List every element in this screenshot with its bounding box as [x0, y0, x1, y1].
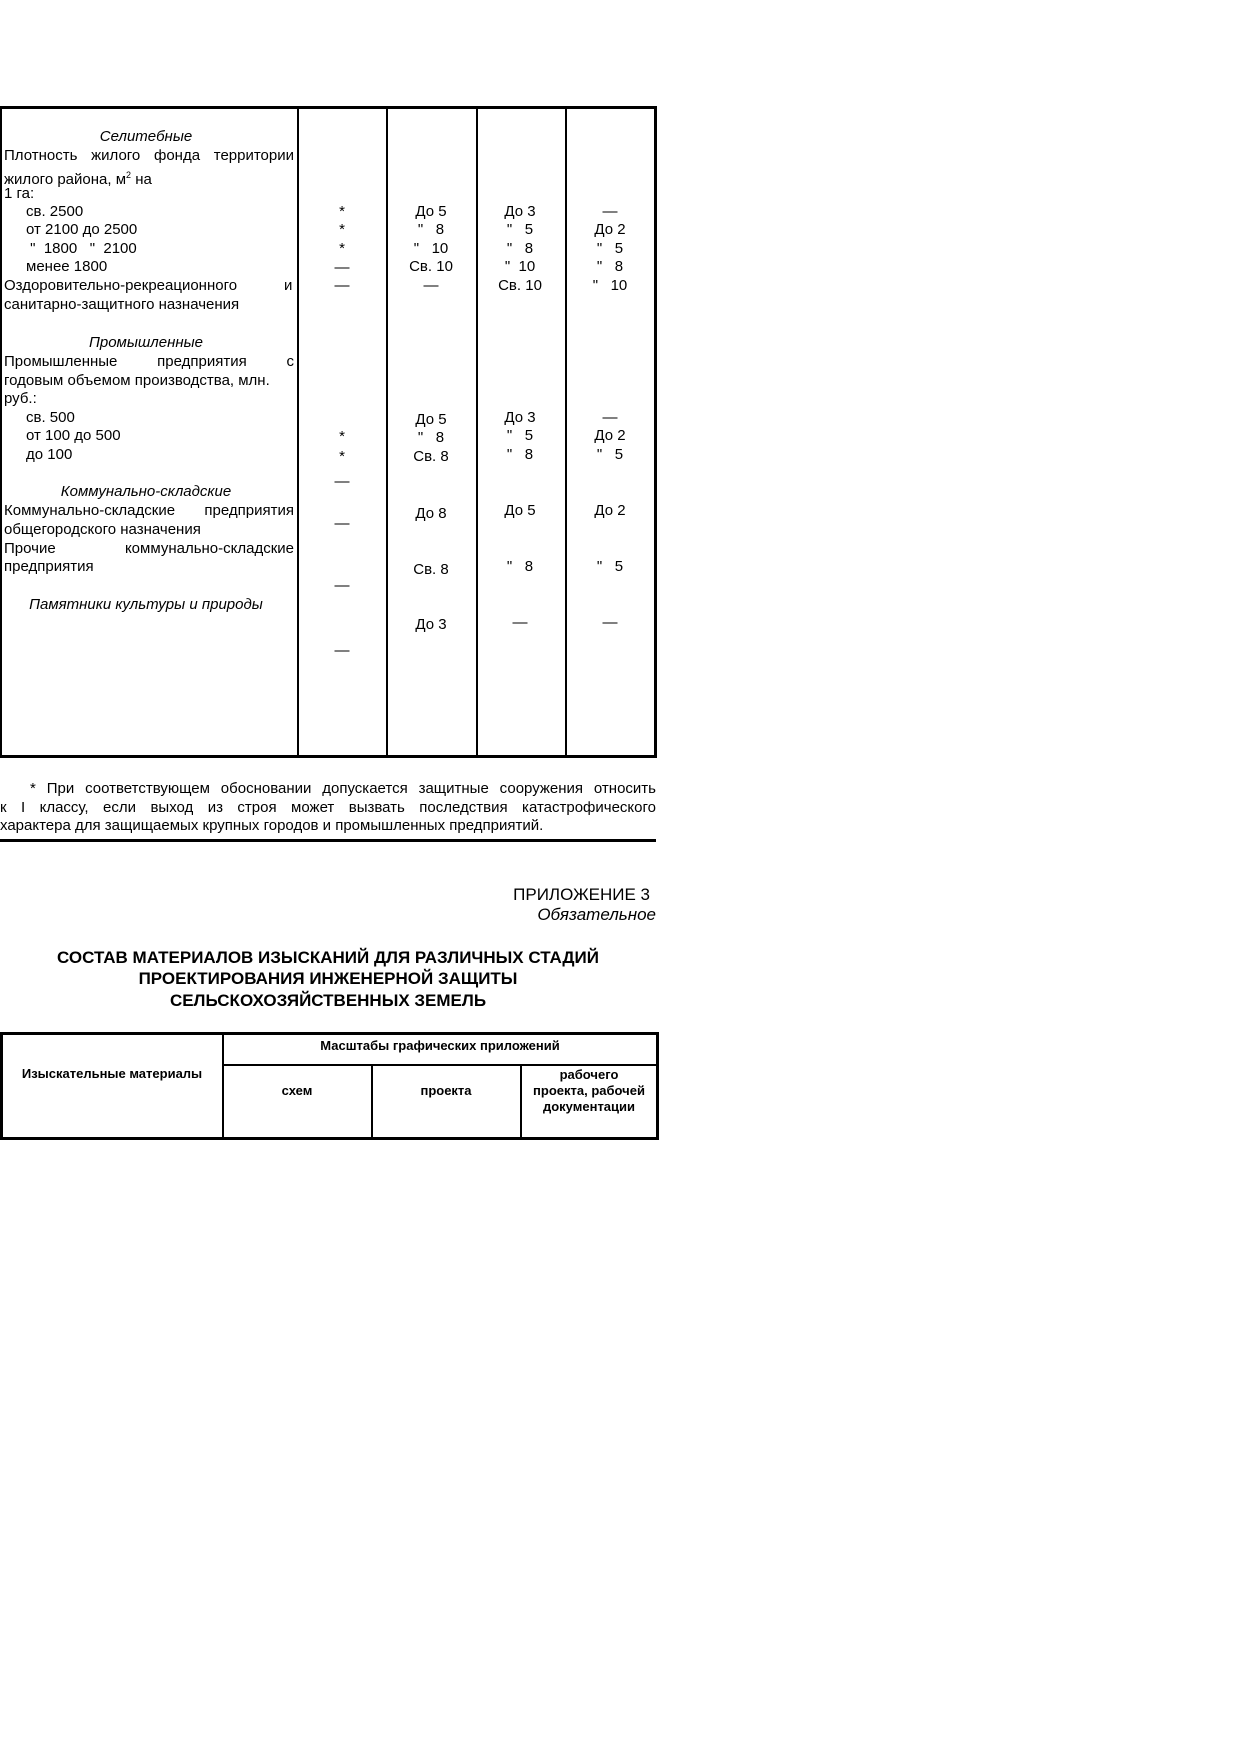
cell: Св. 10 [409, 258, 453, 275]
header-working-line2: проекта, рабочей [533, 1083, 645, 1098]
cell: " 5 [596, 558, 624, 575]
industrial-row: св. 500 [26, 409, 75, 426]
density-row: " 1800 " 2100 [26, 240, 137, 257]
section-residential: Селитебные [99, 128, 193, 145]
communal-label-line2: общегородского назначения [4, 521, 201, 538]
cell: — [334, 577, 350, 594]
section-industrial: Промышленные [88, 334, 204, 351]
cell: Св. 8 [413, 448, 449, 465]
cell: " 8 [506, 240, 534, 257]
header-working-line3: документации [542, 1099, 636, 1114]
divider [0, 839, 656, 842]
cell: Св. 8 [413, 561, 449, 578]
cell: * [339, 448, 345, 465]
recreation-label-line2: санитарно-защитного назначения [4, 296, 240, 313]
appendix-label: ПРИЛОЖЕНИЕ 3 [513, 885, 650, 904]
industrial-label-line3: руб.: [4, 390, 37, 407]
cell: " 5 [596, 446, 624, 463]
cell: — [334, 473, 350, 490]
industrial-label-line2: годовым объемом производства, млн. [4, 372, 270, 389]
appendix-title-line3: СЕЛЬСКОХОЗЯЙСТВЕННЫХ ЗЕМЕЛЬ [169, 991, 487, 1010]
footnote-line3: характера для защищаемых крупных городов… [0, 817, 544, 834]
other-communal-label-line2: предприятия [4, 558, 94, 575]
cell: " 8 [596, 258, 624, 275]
header-scales: Масштабы графических приложений [320, 1038, 560, 1053]
cell: — [334, 515, 350, 532]
cell: До 5 [415, 203, 447, 220]
density-row: от 2100 до 2500 [26, 221, 138, 238]
cell: " 8 [417, 221, 445, 238]
cell: * [339, 428, 345, 445]
cell: " 5 [506, 427, 534, 444]
cell: " 8 [506, 446, 534, 463]
cell: До 3 [415, 616, 447, 633]
cell: — [423, 277, 439, 294]
cell: — [334, 642, 350, 659]
cell: * [339, 203, 345, 220]
appendix-title-line1: СОСТАВ МАТЕРИАЛОВ ИЗЫСКАНИЙ ДЛЯ РАЗЛИЧНЫ… [57, 948, 599, 967]
cell: * [339, 240, 345, 257]
cell: До 3 [504, 409, 536, 426]
density-row: менее 1800 [26, 258, 108, 275]
cell: " 5 [506, 221, 534, 238]
density-label-line1: Плотность жилого фонда территории [4, 147, 294, 164]
cell: " 8 [506, 558, 534, 575]
cell: До 5 [504, 502, 536, 519]
cell: " 10 [592, 277, 628, 294]
recreation-label-a: Оздоровительно-рекреационного [4, 277, 238, 294]
footnote-line2: к I классу, если выход из строя может вы… [0, 799, 656, 816]
cell: " 5 [596, 240, 624, 257]
density-row: св. 2500 [26, 203, 84, 220]
appendix-status: Обязательное [537, 905, 656, 924]
communal-label-line1: Коммунально-складские предприятия [4, 502, 294, 519]
cell: — [334, 277, 350, 294]
industrial-label-line1: Промышленные предприятия с [4, 353, 294, 370]
industrial-row: от 100 до 500 [26, 427, 121, 444]
cell: " 10 [504, 258, 536, 275]
section-communal: Коммунально-складские [60, 483, 232, 500]
cell: " 10 [413, 240, 449, 257]
header-materials: Изыскательные материалы [21, 1066, 203, 1081]
section-monuments: Памятники культуры и природы [29, 596, 263, 613]
cell: * [339, 221, 345, 238]
recreation-label-b: и [284, 277, 293, 294]
density-label-line2: жилого района, м2 на [4, 170, 152, 188]
cell: " 8 [417, 429, 445, 446]
cell: — [512, 614, 528, 631]
cell: — [602, 409, 618, 426]
other-communal-label-line1: Прочие коммунально-складские [4, 540, 294, 557]
cell: — [334, 259, 350, 276]
header-project: проекта [420, 1083, 472, 1098]
cell: — [602, 614, 618, 631]
density-label-line3: 1 га: [4, 185, 35, 202]
cell: До 3 [504, 203, 536, 220]
cell: Св. 10 [498, 277, 542, 294]
cell: До 2 [594, 427, 626, 444]
cell: До 2 [594, 221, 626, 238]
header-working-line1: рабочего [559, 1067, 619, 1082]
cell: До 2 [594, 502, 626, 519]
industrial-row: до 100 [26, 446, 73, 463]
appendix-title-line2: ПРОЕКТИРОВАНИЯ ИНЖЕНЕРНОЙ ЗАЩИТЫ [138, 969, 518, 988]
cell: До 5 [415, 411, 447, 428]
cell: — [602, 203, 618, 220]
footnote-line1: * При соответствующем обосновании допуск… [30, 780, 656, 797]
header-schemes: схем [281, 1083, 313, 1098]
cell: До 8 [415, 505, 447, 522]
